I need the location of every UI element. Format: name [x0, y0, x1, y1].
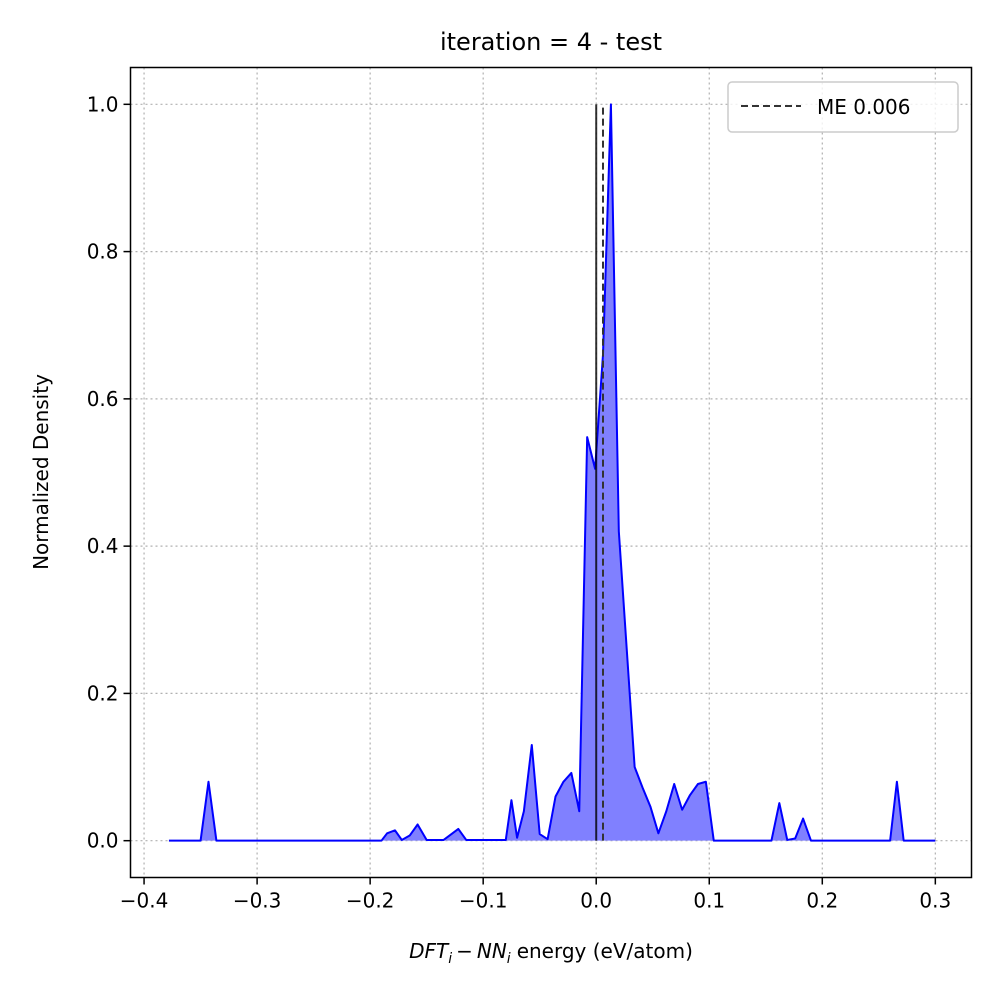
plot-area [168, 103, 936, 842]
plot-frame [129, 66, 973, 879]
x-tick-label: −0.3 [233, 889, 282, 913]
y-axis: 0.0 0.2 0.4 0.6 0.8 1.0 [87, 92, 131, 853]
x-tick-label: −0.2 [346, 889, 395, 913]
x-tick-label: 0.2 [806, 889, 838, 913]
legend: ME 0.006 [727, 81, 959, 133]
x-tick-label: 0.3 [919, 889, 951, 913]
x-axis: −0.4 −0.3 −0.2 −0.1 0.0 0.1 0.2 0.3 [120, 877, 951, 913]
y-tick-label: 1.0 [87, 92, 119, 116]
x-tick-label: −0.1 [459, 889, 508, 913]
density-line [168, 103, 936, 842]
chart-title: iteration = 4 - test [440, 28, 662, 56]
y-tick-label: 0.8 [87, 240, 119, 264]
y-tick-label: 0.0 [87, 829, 119, 853]
x-axis-label: DFTi − NNi energy (eV/atom) [409, 939, 693, 967]
x-tick-label: 0.0 [580, 889, 612, 913]
y-tick-label: 0.6 [87, 387, 119, 411]
x-tick-label: −0.4 [120, 889, 169, 913]
x-tick-label: 0.1 [693, 889, 725, 913]
legend-label: ME 0.006 [817, 95, 911, 119]
y-tick-label: 0.2 [87, 681, 119, 705]
legend-box [727, 81, 959, 133]
y-tick-label: 0.4 [87, 534, 119, 558]
y-axis-label: Normalized Density [29, 374, 53, 570]
